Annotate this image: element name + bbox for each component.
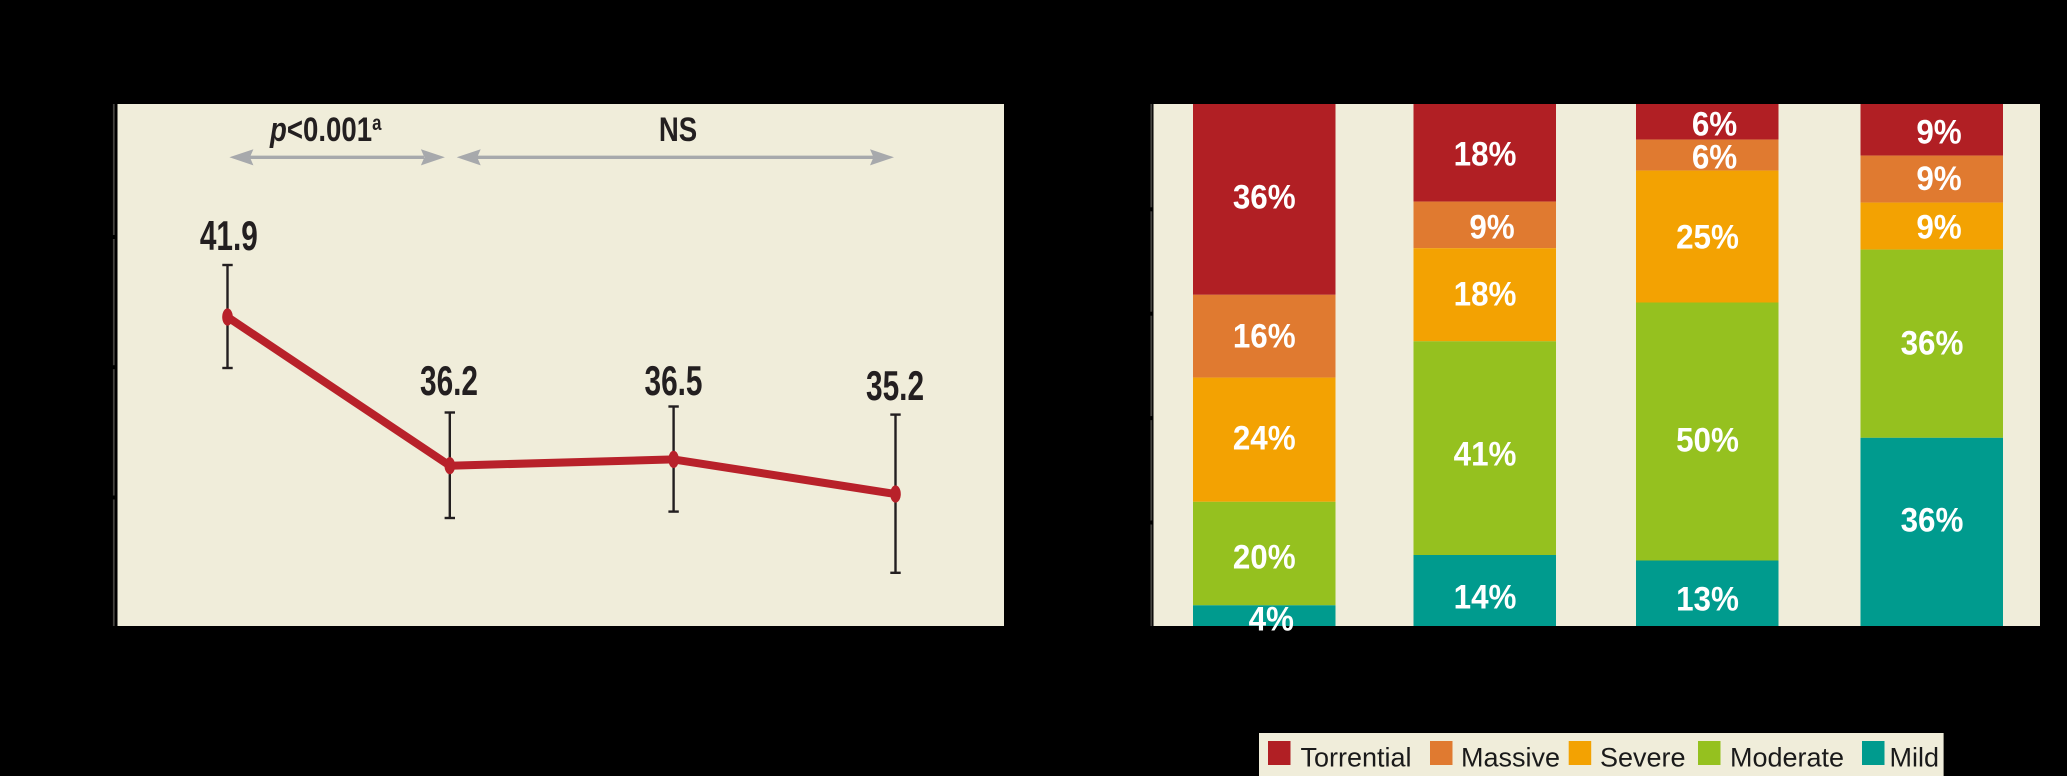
svg-text:13%: 13% (1676, 579, 1739, 618)
svg-text:Torrential: Torrential (1301, 743, 1412, 773)
svg-text:36.5: 36.5 (644, 357, 702, 404)
svg-text:6%: 6% (1692, 104, 1737, 143)
svg-text:18%: 18% (1454, 134, 1517, 173)
svg-text:25%: 25% (1676, 217, 1739, 256)
svg-text:16%: 16% (1233, 316, 1296, 355)
svg-text:9%: 9% (1916, 112, 1961, 151)
svg-text:a: a (372, 112, 382, 135)
svg-text:9%: 9% (1916, 159, 1961, 198)
svg-text:Mild: Mild (1890, 743, 1940, 773)
svg-text:6%: 6% (1692, 137, 1737, 176)
svg-text:Massive: Massive (1461, 743, 1560, 773)
svg-text:18%: 18% (1454, 274, 1517, 313)
svg-text:NS: NS (659, 110, 697, 149)
svg-text:9%: 9% (1916, 207, 1961, 246)
svg-text:50%: 50% (1676, 420, 1739, 459)
svg-text:36%: 36% (1901, 500, 1964, 539)
svg-text:p<0.001: p<0.001 (269, 110, 372, 149)
svg-text:Moderate: Moderate (1730, 743, 1844, 773)
svg-text:35.2: 35.2 (866, 362, 924, 409)
svg-text:4%: 4% (1249, 599, 1294, 638)
svg-text:9%: 9% (1469, 207, 1514, 246)
svg-text:20%: 20% (1233, 537, 1296, 576)
svg-text:41%: 41% (1454, 434, 1517, 473)
svg-text:36%: 36% (1901, 323, 1964, 362)
svg-text:24%: 24% (1233, 418, 1296, 457)
svg-text:36.2: 36.2 (420, 357, 478, 404)
svg-text:41.9: 41.9 (200, 212, 258, 259)
svg-text:14%: 14% (1454, 577, 1517, 616)
svg-text:Severe: Severe (1600, 743, 1686, 773)
svg-text:36%: 36% (1233, 177, 1296, 216)
